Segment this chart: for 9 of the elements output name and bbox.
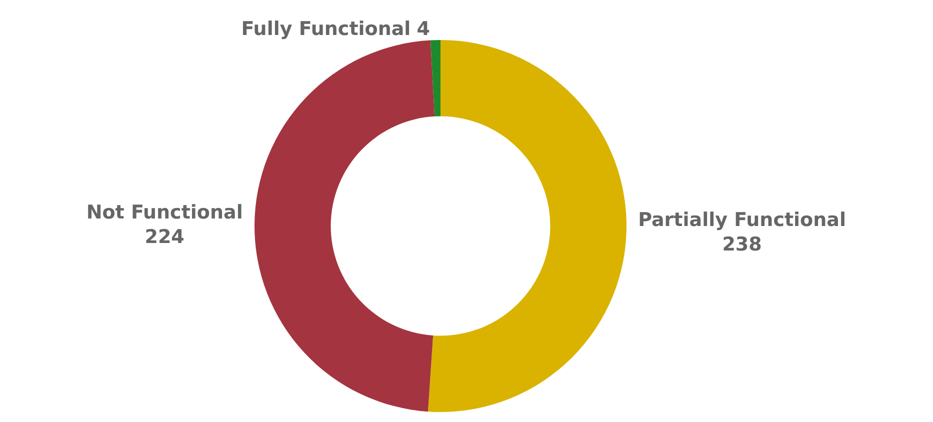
- donut-slice: [428, 40, 626, 412]
- slice-label: Not Functional: [86, 201, 243, 224]
- donut-slice: [430, 40, 440, 116]
- data-label: 224: [144, 226, 184, 248]
- slice-label: Fully Functional: [241, 18, 411, 40]
- data-label: 238: [722, 234, 762, 256]
- donut-slice: [254, 40, 435, 412]
- data-label: 4: [416, 18, 430, 40]
- slice-label: Partially Functional: [638, 208, 846, 231]
